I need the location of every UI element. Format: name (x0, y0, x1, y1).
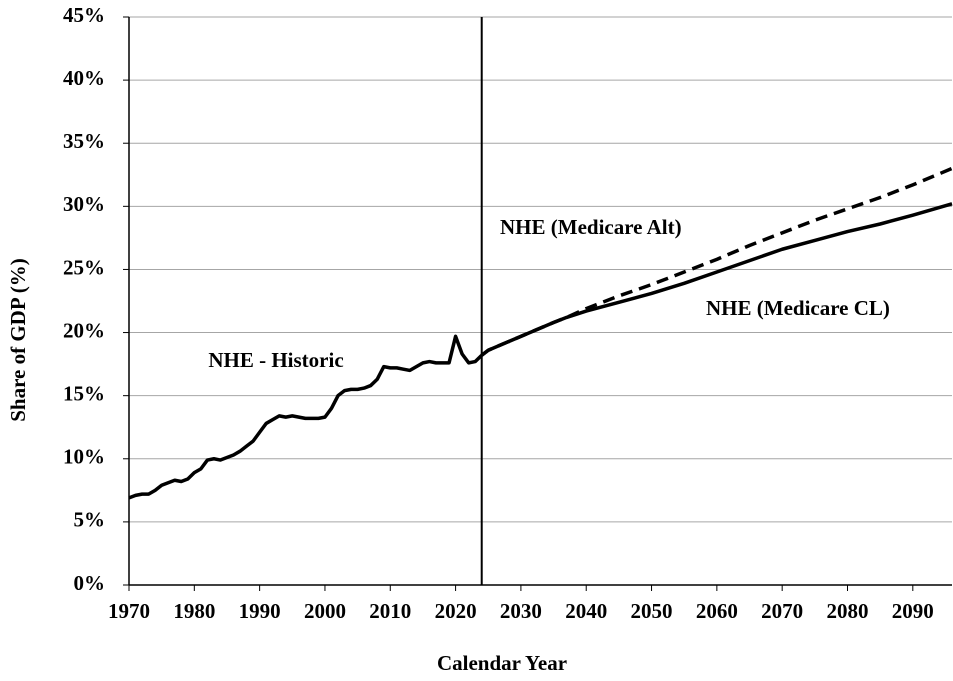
y-tick-label: 10% (63, 445, 105, 469)
y-axis-title: Share of GDP (%) (6, 258, 30, 422)
x-tick-label: 2060 (696, 599, 738, 623)
x-tick-label: 2090 (892, 599, 934, 623)
series-line (480, 166, 953, 357)
y-tick-label: 15% (63, 381, 105, 405)
x-tick-label: 2040 (565, 599, 607, 623)
x-tick-label: 1980 (173, 599, 215, 623)
series-label: NHE (Medicare Alt) (500, 215, 682, 239)
x-tick-label: 1990 (239, 599, 281, 623)
x-tick-label: 2070 (761, 599, 803, 623)
y-tick-label: 0% (74, 571, 106, 595)
x-axis-title: Calendar Year (437, 651, 567, 675)
y-tick-label: 40% (63, 66, 105, 90)
series-label: NHE - Historic (208, 348, 343, 372)
y-tick-label: 20% (63, 318, 105, 342)
y-tick-label: 35% (63, 129, 105, 153)
x-tick-label: 2050 (631, 599, 673, 623)
y-tick-label: 25% (63, 255, 105, 279)
x-tick-label: 2020 (435, 599, 477, 623)
y-tick-label: 30% (63, 192, 105, 216)
series-label: NHE (Medicare CL) (706, 296, 890, 320)
series-line (128, 334, 483, 500)
y-tick-label: 45% (63, 3, 105, 27)
y-tick-label: 5% (74, 508, 106, 532)
series-line (480, 202, 953, 357)
x-tick-label: 2000 (304, 599, 346, 623)
x-tick-label: 2080 (826, 599, 868, 623)
x-tick-label: 2030 (500, 599, 542, 623)
x-tick-label: 2010 (369, 599, 411, 623)
x-tick-label: 1970 (108, 599, 150, 623)
